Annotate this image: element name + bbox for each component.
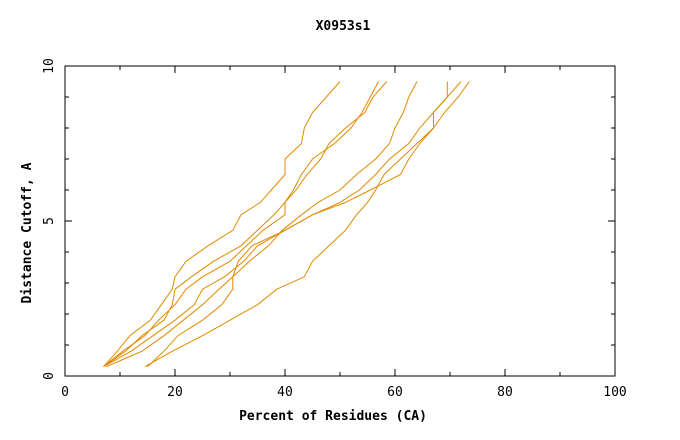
x-tick-label: 0 [61,385,69,400]
series-line-2 [103,81,379,368]
y-tick-label: 10 [42,58,57,74]
axis-ticks [64,65,616,377]
plot-area-frame [64,65,616,377]
series-line-1 [103,81,341,368]
series-line-3 [103,81,388,368]
series-lines [103,81,470,368]
y-axis-label: Distance Cutoff, A [20,162,35,303]
tick-labels: 0 20 40 60 80 100 0 5 10 [42,58,627,400]
series-line-7 [144,81,470,368]
x-tick-label: 80 [497,385,513,400]
x-axis-label: Percent of Residues (CA) [239,409,427,424]
x-tick-label: 40 [277,385,293,400]
y-tick-label: 5 [42,217,57,225]
series-line-6 [147,81,418,368]
x-tick-label: 100 [603,385,626,400]
chart-title: X0953s1 [316,19,371,34]
x-tick-label: 20 [167,385,183,400]
x-tick-label: 60 [387,385,403,400]
y-tick-label: 0 [42,372,57,380]
